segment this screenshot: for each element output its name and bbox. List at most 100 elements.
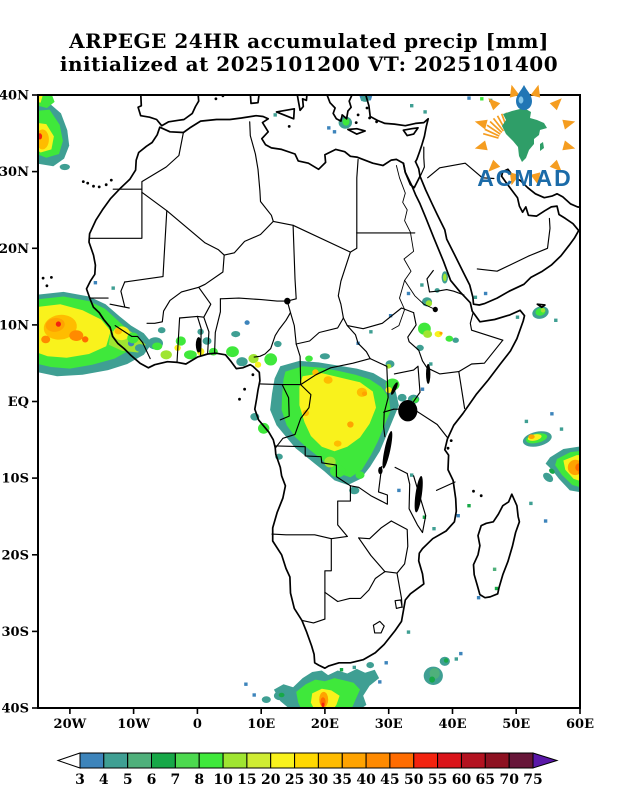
island-dot: [97, 185, 101, 189]
precip-cell: [429, 668, 440, 679]
ray-line-icon: [492, 117, 505, 132]
country-border: [286, 224, 297, 302]
country-border: [407, 312, 424, 362]
precip-cell: [333, 440, 342, 447]
precip-cell: [202, 337, 212, 345]
precip-dot: [459, 651, 463, 656]
lat-tick-label: 40N: [0, 89, 29, 104]
country-border: [426, 269, 434, 293]
country-border: [179, 315, 205, 319]
precip-cell: [324, 456, 336, 468]
precip-cell: [416, 344, 424, 351]
colorbar-label: 50: [404, 772, 424, 788]
coastline: [249, 95, 260, 105]
island-dot: [365, 106, 369, 110]
country-border: [257, 168, 274, 222]
precip-cell: [55, 321, 62, 327]
colorbar-segment: [294, 752, 319, 769]
country-border: [528, 217, 551, 257]
coastline: [85, 114, 526, 670]
island-dot: [251, 373, 255, 377]
coastline: [419, 175, 580, 306]
country-border: [476, 255, 530, 272]
precip-cell: [305, 355, 313, 362]
precip-dot: [420, 283, 424, 287]
country-border: [420, 146, 425, 177]
precip-dot: [420, 387, 425, 391]
coastline: [347, 127, 366, 135]
colorbar-under-arrow: [56, 752, 81, 769]
country-border: [219, 297, 288, 302]
lake: [195, 337, 202, 353]
country-border: [272, 220, 358, 253]
colorbar-label: 8: [194, 772, 204, 788]
precip-cell: [157, 327, 166, 334]
country-border: [289, 312, 297, 345]
lon-tick-label: 10E: [247, 717, 275, 732]
colorbar-label: 55: [428, 772, 447, 788]
colorbar-label: 35: [333, 772, 352, 788]
sun-triangle-icon: [530, 84, 541, 98]
precip-dot: [476, 596, 481, 600]
precip-cell: [429, 676, 435, 683]
island-dot: [50, 276, 53, 279]
precip-dot: [524, 419, 529, 424]
precip-cell: [452, 337, 459, 343]
colorbar-label: 3: [75, 772, 85, 788]
precip-cell: [443, 273, 447, 282]
country-border: [198, 286, 212, 318]
lake: [398, 400, 418, 422]
country-border: [109, 303, 130, 309]
precip-cell: [543, 472, 554, 483]
precip-dot: [339, 668, 344, 672]
precip-dot: [559, 427, 564, 431]
colorbar-label: 15: [237, 772, 256, 788]
colorbar-segment: [222, 752, 248, 769]
lake: [426, 363, 431, 384]
lat-tick-label: 10S: [2, 472, 29, 487]
country-border: [88, 188, 143, 239]
acmad-wordmark: ACMAD: [477, 165, 573, 191]
colorbar-segment: [341, 752, 367, 769]
precip-dot: [456, 514, 460, 518]
lon-tick-label: 30E: [375, 717, 403, 732]
colorbar-segment: [317, 752, 343, 769]
colorbar-segment: [246, 752, 272, 769]
precip-cell: [575, 463, 580, 472]
colorbar-segment: [461, 752, 486, 769]
country-border: [124, 210, 168, 283]
lat-tick-label: 20N: [0, 242, 29, 257]
precip-dot: [378, 680, 382, 684]
colorbar-segment: [508, 752, 534, 769]
acmad-logo: ACMAD: [474, 84, 576, 191]
sun-triangle-icon: [474, 119, 488, 130]
lat-tick-label: 40S: [2, 702, 29, 717]
precip-cell: [321, 702, 325, 708]
precip-cell: [160, 350, 172, 360]
colorbar-segment: [79, 752, 105, 769]
colorbar-label: 70: [499, 772, 519, 788]
country-border: [120, 281, 126, 308]
island-dot: [287, 125, 291, 128]
precip-cell: [425, 300, 433, 307]
colorbar: 3 4 5 6 7 8 10 15 20 25 30 35 40 45 50 55 60 65 70 75: [56, 752, 559, 788]
precip-dot: [252, 693, 256, 697]
lon-tick-label: 20E: [311, 717, 339, 732]
precip-dot: [332, 130, 337, 134]
precip-dot: [473, 295, 478, 299]
precip-dot: [432, 527, 436, 531]
precip-cell: [152, 342, 163, 351]
country-border: [358, 537, 386, 573]
country-border: [413, 408, 448, 439]
precip-cell: [261, 696, 271, 703]
coastline: [137, 95, 200, 127]
island-dot: [356, 113, 360, 117]
colorbar-over-arrow: [532, 752, 559, 769]
precip-dot: [423, 110, 427, 114]
precip-cell: [397, 393, 407, 402]
precip-cell: [355, 471, 365, 479]
coastline: [326, 95, 353, 122]
precip-cell: [330, 465, 346, 478]
